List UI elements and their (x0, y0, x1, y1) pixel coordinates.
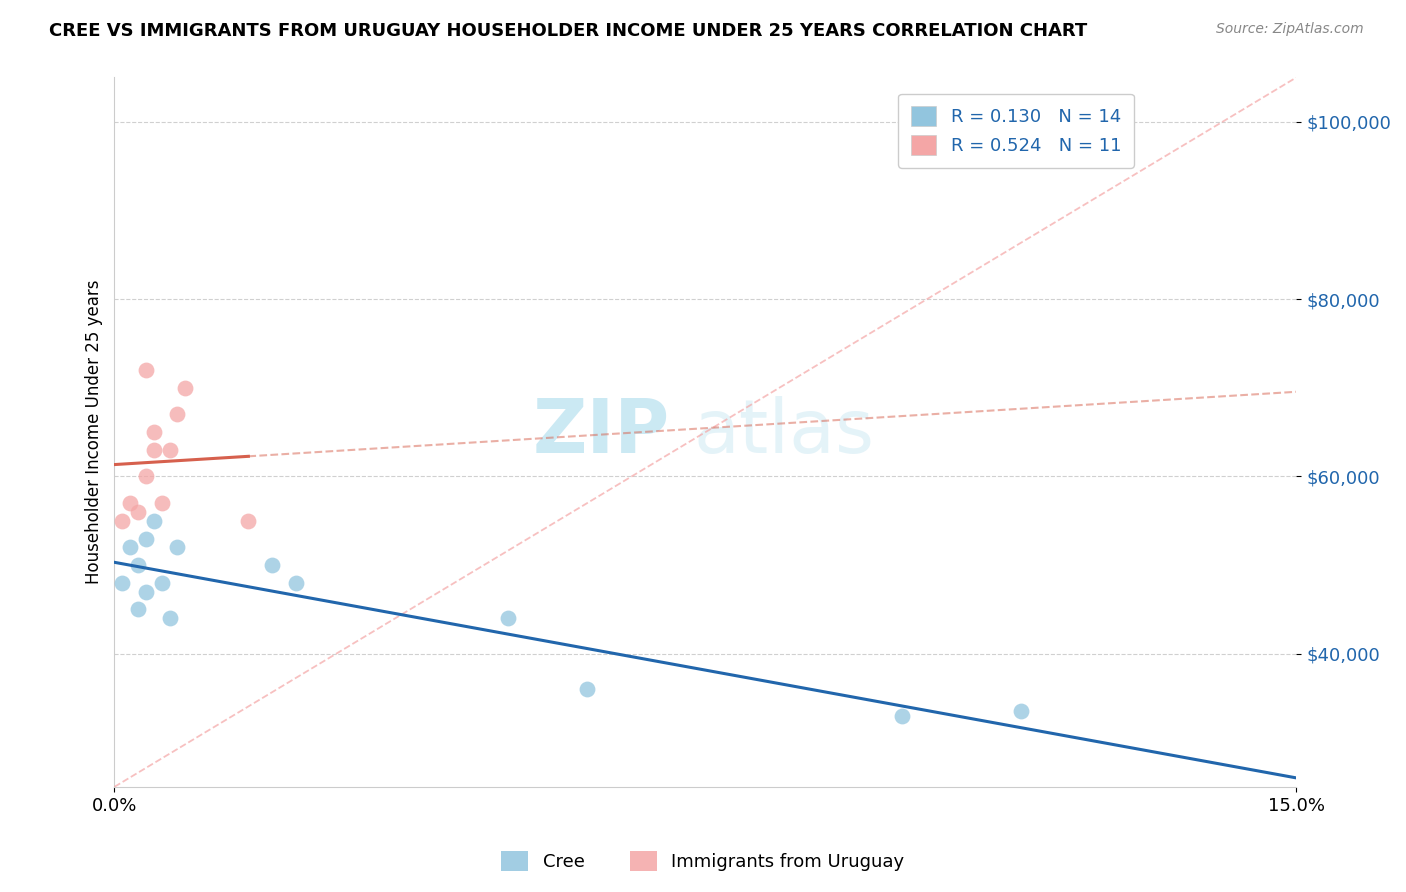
Point (498, 611, 520, 625)
Point (142, 425, 165, 439)
Legend: R = 0.130   N = 14, R = 0.524   N = 11: R = 0.130 N = 14, R = 0.524 N = 11 (898, 94, 1133, 168)
Y-axis label: Householder Income Under 25 years: Householder Income Under 25 years (86, 280, 103, 584)
Text: Source: ZipAtlas.com: Source: ZipAtlas.com (1216, 22, 1364, 37)
Point (159, 611, 181, 625)
Point (1010, 705, 1032, 719)
Point (166, 408, 188, 422)
Text: ZIP: ZIP (533, 396, 669, 468)
Point (260, 558, 283, 573)
Point (135, 584, 157, 599)
Legend: Cree, Immigrants from Uruguay: Cree, Immigrants from Uruguay (494, 844, 912, 879)
Point (166, 541, 188, 555)
Point (142, 514, 165, 528)
Text: CREE VS IMMIGRANTS FROM URUGUAY HOUSEHOLDER INCOME UNDER 25 YEARS CORRELATION CH: CREE VS IMMIGRANTS FROM URUGUAY HOUSEHOL… (49, 22, 1087, 40)
Point (120, 496, 142, 510)
Text: atlas: atlas (693, 396, 875, 468)
Point (174, 381, 197, 395)
Point (238, 514, 260, 528)
Point (127, 558, 149, 573)
Point (576, 682, 599, 697)
Point (127, 602, 149, 616)
Point (284, 575, 307, 590)
Point (159, 442, 181, 457)
Point (150, 496, 173, 510)
Point (891, 709, 914, 723)
Point (135, 532, 157, 546)
Point (150, 575, 173, 590)
Point (142, 442, 165, 457)
Point (135, 469, 157, 483)
Point (111, 575, 134, 590)
Point (135, 363, 157, 377)
Point (127, 505, 149, 519)
Point (120, 541, 142, 555)
Point (111, 514, 134, 528)
